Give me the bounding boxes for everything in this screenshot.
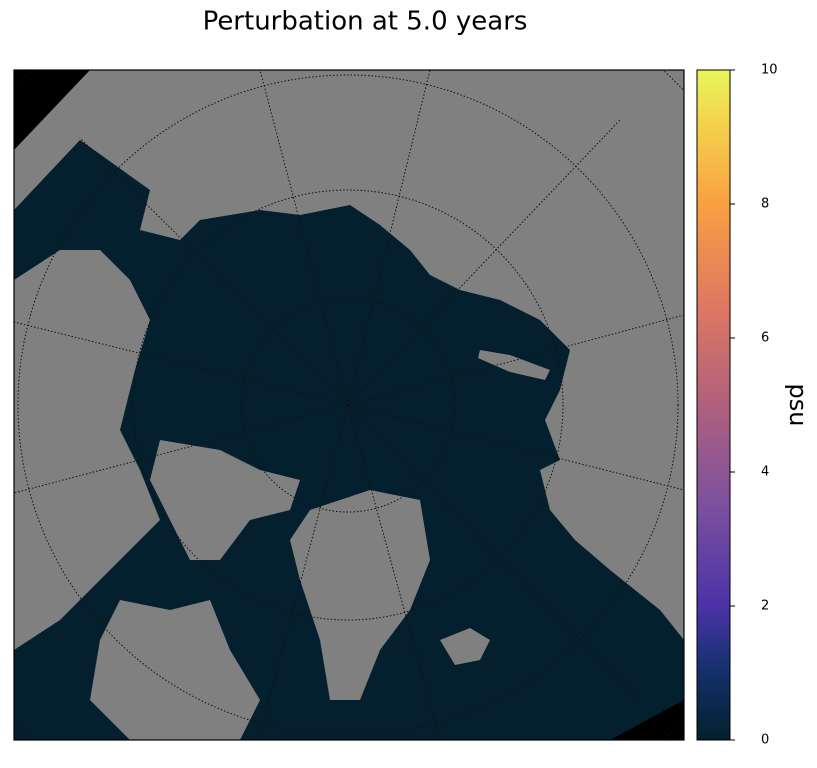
colorbar-tick-label: 8 <box>761 197 769 212</box>
map-frame <box>13 69 685 741</box>
ocean <box>14 140 684 740</box>
title: Perturbation at 5.0 years <box>203 7 528 37</box>
greenland <box>290 490 430 700</box>
colorbar <box>696 69 731 741</box>
island <box>478 350 550 380</box>
colorbar-tick-label: 10 <box>761 63 778 78</box>
iceland <box>440 628 490 665</box>
colorbar-tick-label: 2 <box>761 599 769 614</box>
colorbar-tick-label: 0 <box>761 733 769 748</box>
colorbar-label: psu <box>784 384 812 427</box>
colorbar-tick-label: 6 <box>761 331 769 346</box>
no-data <box>14 70 90 150</box>
archipelago <box>150 440 300 560</box>
colorbar-tick-label: 4 <box>761 465 769 480</box>
